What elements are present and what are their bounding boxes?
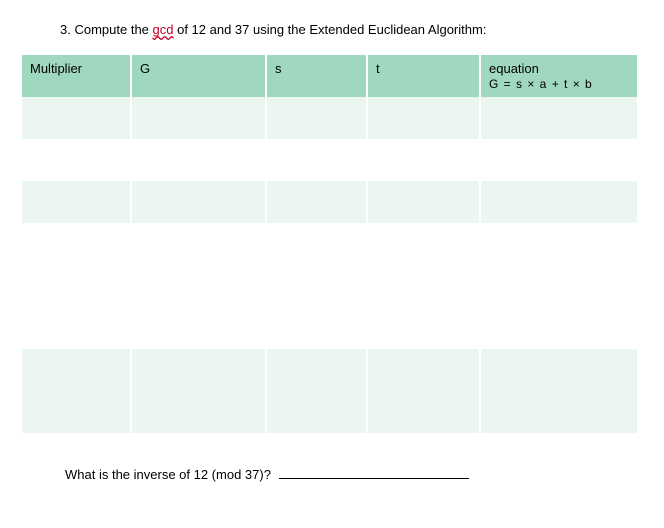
col-header-s: s	[267, 55, 368, 97]
cell-g	[132, 97, 267, 139]
col-header-multiplier: Multiplier	[22, 55, 132, 97]
cell-equation	[481, 307, 637, 349]
cell-g	[132, 349, 267, 391]
cell-t	[368, 349, 481, 391]
cell-multiplier	[22, 307, 132, 349]
gcd-word: gcd	[153, 22, 174, 37]
table-row	[22, 349, 637, 391]
cell-equation	[481, 349, 637, 391]
cell-t	[368, 391, 481, 433]
table-row	[22, 181, 637, 223]
cell-g	[132, 139, 267, 181]
answer-blank	[279, 478, 469, 479]
cell-equation	[481, 265, 637, 307]
cell-t	[368, 223, 481, 265]
cell-s	[267, 265, 368, 307]
inverse-question-text: What is the inverse of 12 (mod 37)?	[65, 467, 271, 482]
cell-s	[267, 139, 368, 181]
equation-label: equation	[489, 61, 539, 76]
cell-t	[368, 307, 481, 349]
prompt-after: of 12 and 37 using the Extended Euclidea…	[173, 22, 486, 37]
table-row	[22, 391, 637, 433]
problem-prompt: 3. Compute the gcd of 12 and 37 using th…	[60, 22, 664, 37]
cell-g	[132, 307, 267, 349]
euclid-table: Multiplier G s t equation G = s × a + t …	[22, 55, 637, 433]
cell-multiplier	[22, 223, 132, 265]
cell-s	[267, 391, 368, 433]
cell-t	[368, 139, 481, 181]
equation-sub: G = s × a + t × b	[489, 77, 629, 91]
cell-equation	[481, 181, 637, 223]
cell-t	[368, 181, 481, 223]
cell-t	[368, 265, 481, 307]
table-row	[22, 223, 637, 265]
cell-s	[267, 349, 368, 391]
cell-multiplier	[22, 391, 132, 433]
cell-multiplier	[22, 265, 132, 307]
cell-g	[132, 223, 267, 265]
col-header-t: t	[368, 55, 481, 97]
cell-g	[132, 181, 267, 223]
table-row	[22, 307, 637, 349]
inverse-question: What is the inverse of 12 (mod 37)?	[65, 467, 664, 482]
table-row	[22, 139, 637, 181]
cell-t	[368, 97, 481, 139]
cell-multiplier	[22, 139, 132, 181]
prompt-before: Compute the	[74, 22, 152, 37]
problem-number: 3.	[60, 22, 71, 37]
table-row	[22, 265, 637, 307]
cell-multiplier	[22, 97, 132, 139]
table-row	[22, 97, 637, 139]
cell-s	[267, 181, 368, 223]
cell-s	[267, 223, 368, 265]
cell-equation	[481, 97, 637, 139]
cell-equation	[481, 391, 637, 433]
cell-multiplier	[22, 349, 132, 391]
cell-g	[132, 265, 267, 307]
cell-equation	[481, 223, 637, 265]
cell-equation	[481, 139, 637, 181]
col-header-g: G	[132, 55, 267, 97]
cell-multiplier	[22, 181, 132, 223]
cell-g	[132, 391, 267, 433]
table-header-row: Multiplier G s t equation G = s × a + t …	[22, 55, 637, 97]
col-header-equation: equation G = s × a + t × b	[481, 55, 637, 97]
cell-s	[267, 97, 368, 139]
cell-s	[267, 307, 368, 349]
